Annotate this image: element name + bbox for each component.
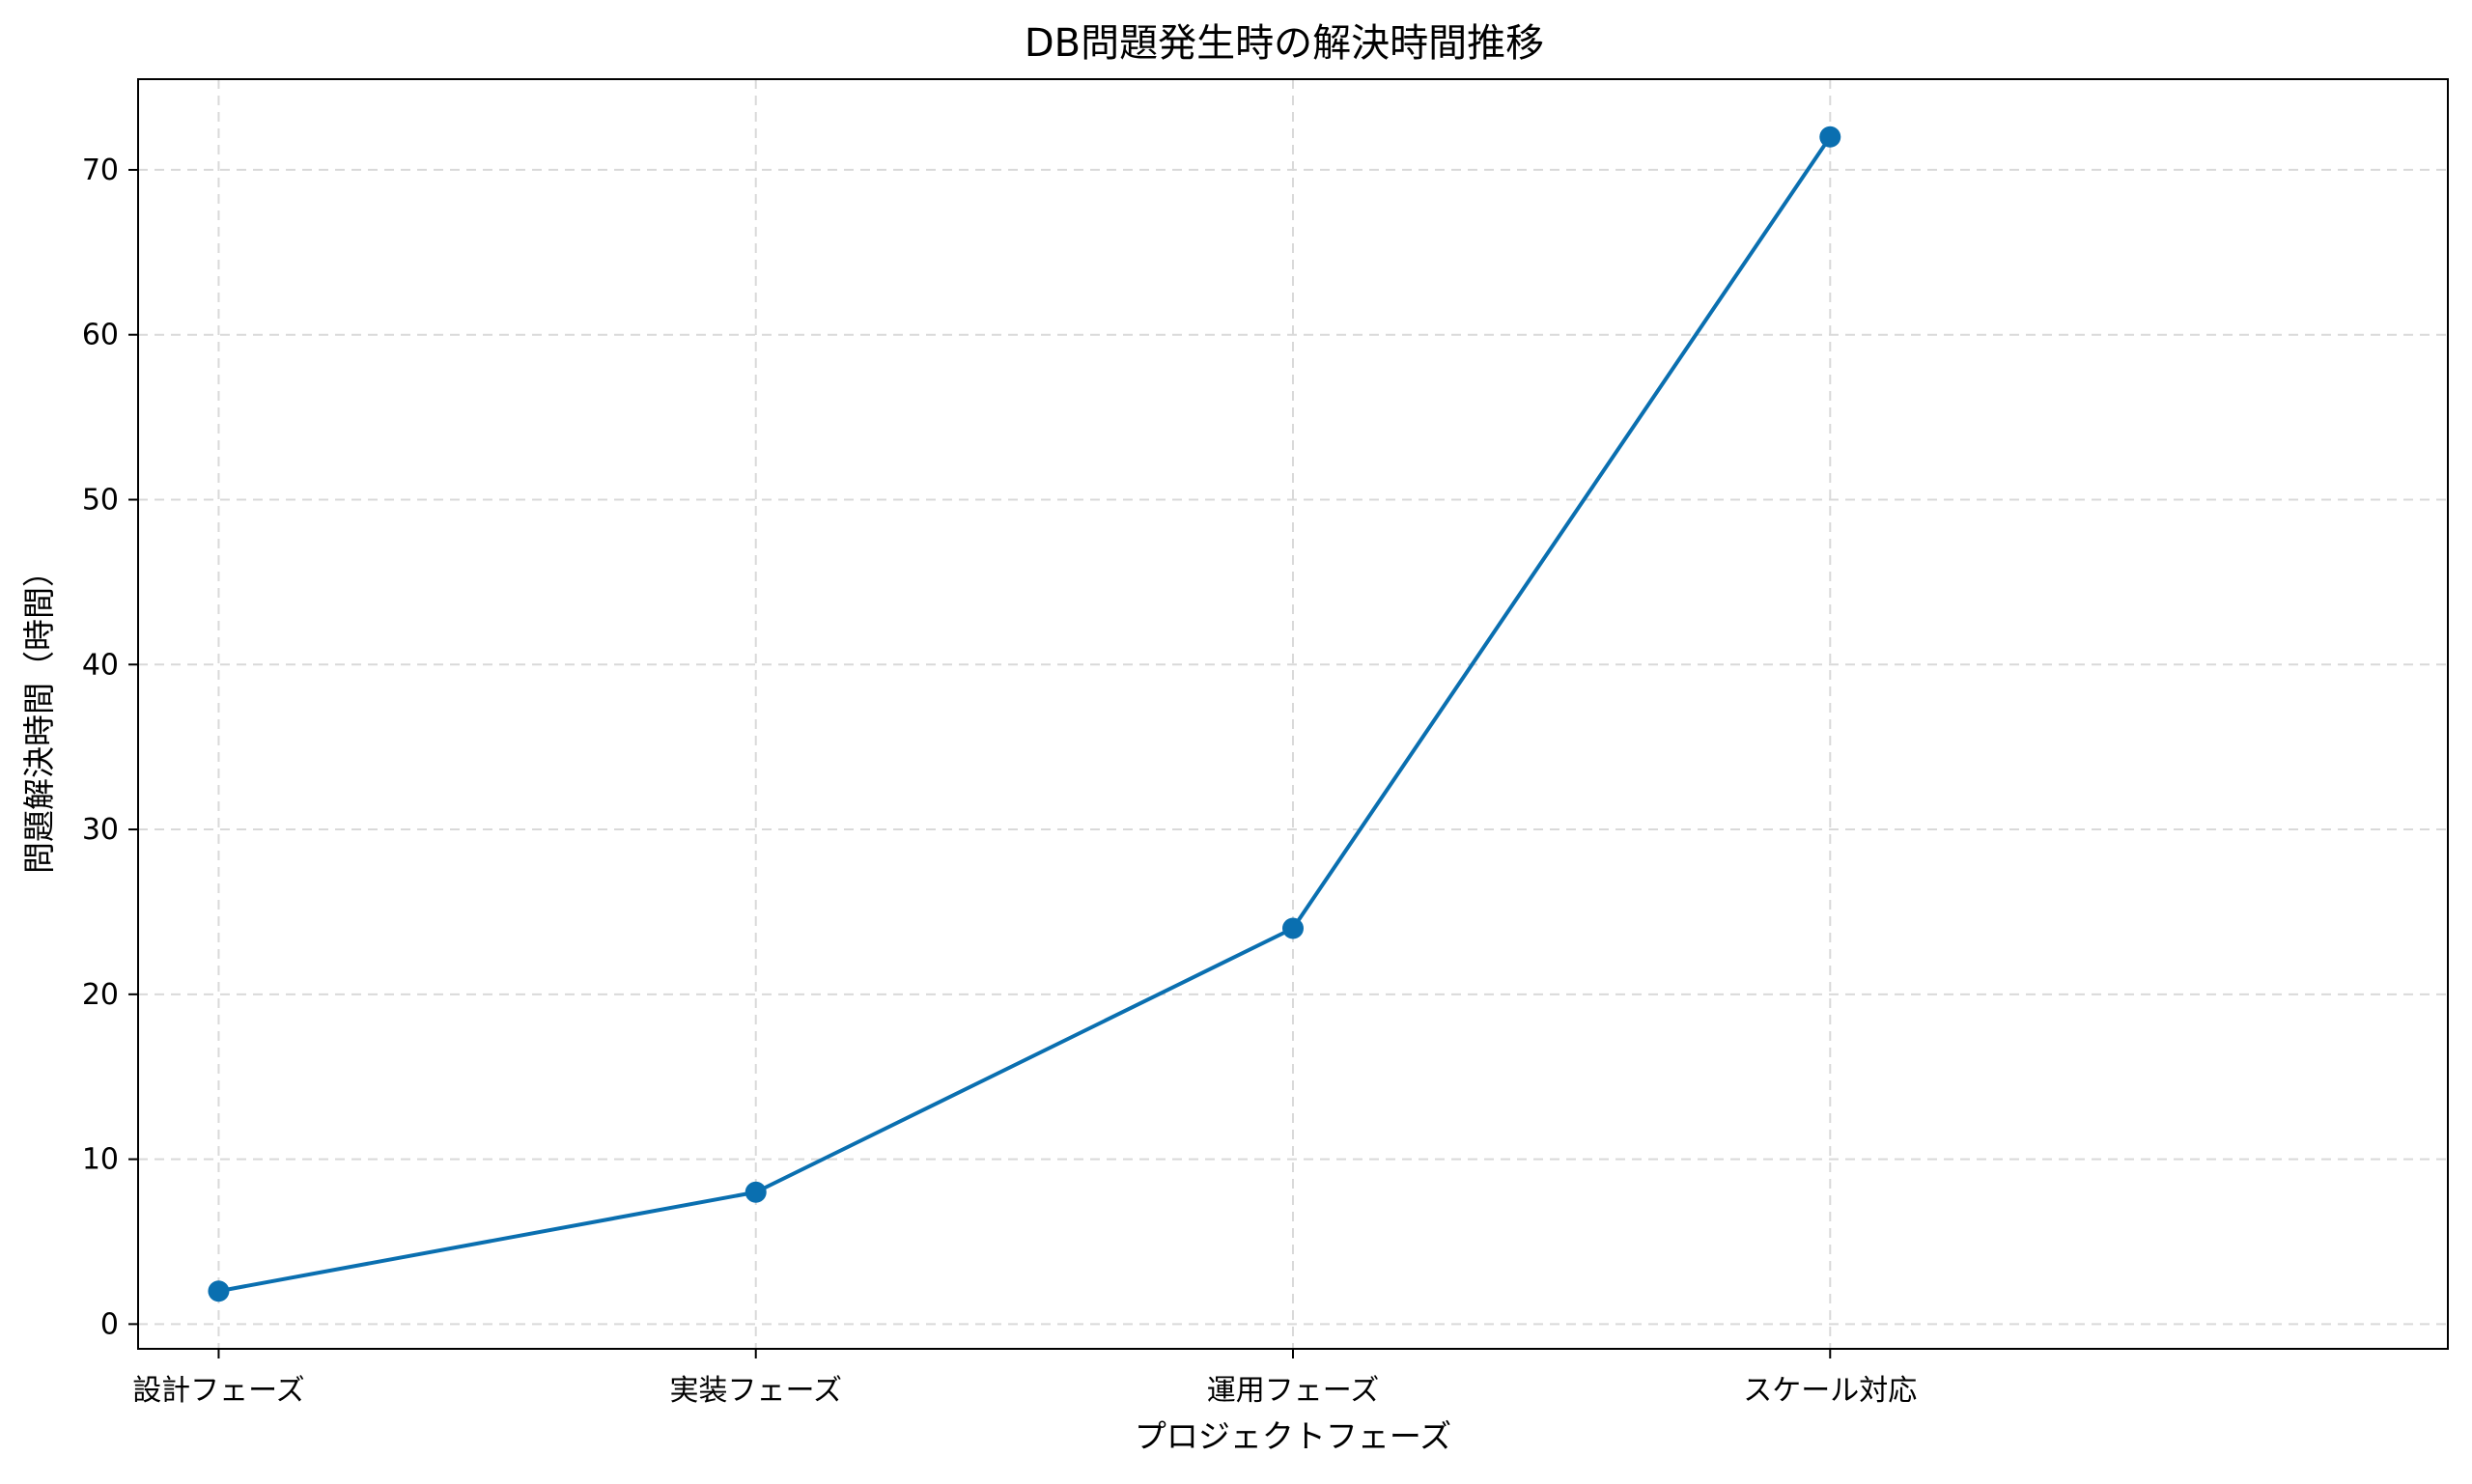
y-axis: 0 10 20 30 40 50 60 70 (82, 154, 138, 1341)
y-tick-label: 30 (82, 813, 119, 847)
x-tick-label: スケール対応 (1743, 1374, 1917, 1408)
y-tick-label: 10 (82, 1143, 119, 1177)
grid-layer (138, 79, 2448, 1349)
plot-frame (137, 78, 2449, 1350)
x-tick-label: 実装フェーズ (669, 1374, 842, 1408)
y-tick-label: 70 (82, 154, 119, 187)
data-point (1819, 126, 1841, 148)
chart-title: DB問題発生時の解決時間推移 (1025, 21, 1544, 66)
x-tick-label: 設計フェーズ (132, 1374, 305, 1408)
series-layer (208, 126, 1841, 1302)
series-line (218, 135, 1832, 1294)
x-tick-label: 運用フェーズ (1207, 1374, 1380, 1408)
y-tick-label: 60 (82, 319, 119, 352)
y-tick-label: 0 (100, 1307, 119, 1341)
data-point (1282, 917, 1304, 939)
y-axis-label: 問題解決時間（時間） (20, 555, 58, 874)
x-axis: 設計フェーズ 実装フェーズ 運用フェーズ スケール対応 (132, 1349, 1917, 1408)
data-point (744, 1181, 767, 1203)
y-tick-label: 40 (82, 648, 119, 682)
y-tick-label: 20 (82, 978, 119, 1012)
data-point (208, 1280, 230, 1302)
x-axis-label: プロジェクトフェーズ (1135, 1417, 1451, 1455)
y-tick-label: 50 (82, 483, 119, 517)
